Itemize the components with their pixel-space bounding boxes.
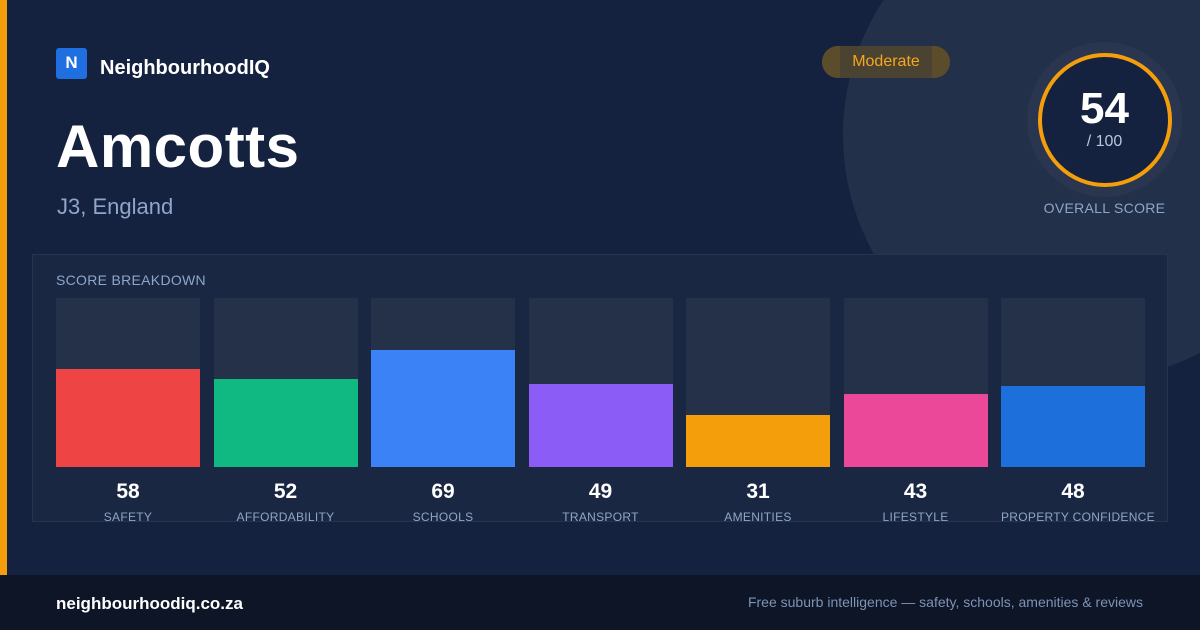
- score-bar-lifestyle: 43 LIFESTYLE: [843, 298, 988, 524]
- bar-track: [686, 298, 830, 467]
- bar-label: PROPERTY CONFIDENCE: [1001, 510, 1155, 524]
- bar-fill: [371, 350, 515, 467]
- bar-fill: [1001, 386, 1145, 467]
- brand[interactable]: N NeighbourhoodIQ: [56, 46, 270, 80]
- score-bar-transport: 49 TRANSPORT: [528, 298, 673, 524]
- bar-value: 31: [746, 480, 770, 503]
- bar-label: AMENITIES: [724, 510, 792, 524]
- score-bar-amenities: 31 AMENITIES: [686, 298, 830, 524]
- score-bar-property-confidence: 48 PROPERTY CONFIDENCE: [1001, 298, 1155, 524]
- bar-value: 43: [903, 480, 928, 503]
- bar-value: 48: [1061, 480, 1085, 503]
- overall-score-label: OVERALL SCORE: [1043, 200, 1166, 216]
- bar-track: [843, 298, 988, 467]
- accent-strip: [0, 0, 7, 575]
- bar-value: 49: [588, 480, 613, 503]
- rating-badge-label: Moderate: [852, 53, 920, 70]
- bar-fill: [528, 384, 673, 467]
- bar-label: SAFETY: [103, 510, 153, 524]
- location-subtitle: J3, England: [57, 194, 174, 219]
- bar-value: 69: [431, 480, 455, 503]
- page-title: Amcotts: [56, 113, 300, 180]
- bar-label: LIFESTYLE: [882, 510, 949, 524]
- overall-score-max: / 100: [1086, 133, 1123, 150]
- score-ring-icon: [1038, 53, 1172, 187]
- bar-value: 52: [273, 480, 298, 503]
- bar-label: SCHOOLS: [412, 510, 474, 524]
- bar-label: AFFORDABILITY: [236, 510, 335, 524]
- overall-score-ring: 54 / 100: [1027, 42, 1182, 197]
- bar-track: [371, 298, 515, 467]
- bar-value: 58: [116, 480, 140, 503]
- rating-badge: Moderate: [822, 46, 950, 78]
- score-breakdown-title: SCORE BREAKDOWN: [56, 272, 206, 288]
- score-bar-safety: 58 SAFETY: [56, 298, 200, 524]
- footer-tagline: Free suburb intelligence — safety, schoo…: [747, 594, 1143, 610]
- bar-track: [528, 298, 673, 467]
- bar-fill: [843, 394, 988, 467]
- footer: neighbourhoodiq.co.za Free suburb intell…: [0, 575, 1200, 630]
- bar-track: [56, 298, 200, 467]
- bar-fill: [56, 369, 200, 467]
- brand-name: NeighbourhoodIQ: [100, 57, 270, 79]
- bar-fill: [213, 379, 358, 467]
- score-breakdown-panel: SCORE BREAKDOWN 58 SAFETY 52 AFFORDABILITY 6…: [32, 254, 1168, 524]
- score-bar-affordability: 52 AFFORDABILITY: [213, 298, 358, 524]
- bar-track: [213, 298, 358, 467]
- overall-score-value: 54: [1080, 84, 1129, 133]
- bar-fill: [686, 415, 830, 467]
- footer-url-link[interactable]: neighbourhoodiq.co.za: [56, 594, 243, 613]
- score-bar-schools: 69 SCHOOLS: [371, 298, 515, 524]
- bar-label: TRANSPORT: [562, 510, 639, 524]
- bar-track: [1001, 298, 1145, 467]
- logo-icon: N: [56, 47, 87, 79]
